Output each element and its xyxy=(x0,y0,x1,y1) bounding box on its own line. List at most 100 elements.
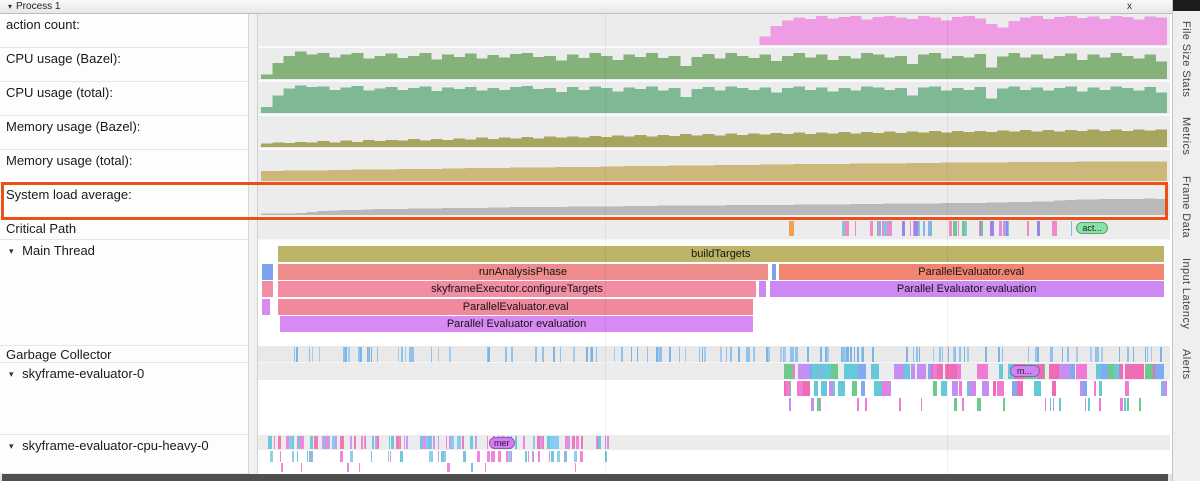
trace-event[interactable] xyxy=(630,347,633,362)
trace-event[interactable] xyxy=(979,221,982,236)
trace-event[interactable] xyxy=(1004,221,1006,236)
trace-event[interactable] xyxy=(563,451,566,462)
trace-event[interactable] xyxy=(448,436,452,449)
trace-event[interactable] xyxy=(408,347,411,362)
trace-event[interactable] xyxy=(845,221,850,236)
trace-event[interactable] xyxy=(370,347,373,362)
trace-event[interactable] xyxy=(817,398,820,411)
trace-event[interactable] xyxy=(556,436,559,449)
trace-event[interactable] xyxy=(448,347,451,362)
trace-event[interactable] xyxy=(328,436,330,449)
trace-event[interactable] xyxy=(445,436,447,449)
trace-event[interactable] xyxy=(461,436,464,449)
trace-slice[interactable] xyxy=(261,299,270,315)
trace-event[interactable] xyxy=(658,347,660,362)
trace-event[interactable] xyxy=(1098,398,1102,411)
trace-event[interactable] xyxy=(318,347,321,362)
trace-event[interactable] xyxy=(932,347,935,362)
trace-event[interactable] xyxy=(871,347,874,362)
trace-event[interactable] xyxy=(523,436,526,449)
trace-event[interactable] xyxy=(1095,364,1106,379)
trace-event[interactable] xyxy=(1005,221,1008,236)
trace-event[interactable] xyxy=(427,436,431,449)
trace-event[interactable] xyxy=(490,451,494,462)
trace-event[interactable] xyxy=(537,436,540,449)
trace-event[interactable] xyxy=(844,347,846,362)
trace-event[interactable] xyxy=(1160,347,1162,362)
trace-slice[interactable]: runAnalysisPhase xyxy=(278,264,768,280)
trace-event[interactable] xyxy=(510,347,513,362)
trace-event[interactable] xyxy=(864,398,868,411)
trace-event[interactable] xyxy=(412,347,415,362)
trace-event[interactable] xyxy=(450,436,454,449)
trace-event[interactable] xyxy=(655,347,658,362)
trace-event[interactable] xyxy=(1076,364,1088,379)
critical-path-chip[interactable]: act... xyxy=(1076,222,1109,234)
trace-event[interactable] xyxy=(992,381,997,396)
trace-event[interactable] xyxy=(998,347,1000,362)
skyframe-evaluator-0-track[interactable]: m... xyxy=(258,363,1170,435)
trace-event[interactable] xyxy=(345,347,347,362)
trace-event[interactable] xyxy=(809,364,820,379)
trace-event[interactable] xyxy=(350,451,353,462)
trace-event[interactable] xyxy=(1152,364,1158,379)
trace-event[interactable] xyxy=(539,436,544,449)
trace-event[interactable] xyxy=(486,451,490,462)
trace-event[interactable] xyxy=(948,221,952,236)
trace-event[interactable] xyxy=(444,451,446,462)
trace-event[interactable] xyxy=(916,347,919,362)
trace-event[interactable] xyxy=(1162,381,1168,396)
trace-event[interactable] xyxy=(857,364,867,379)
trace-event[interactable] xyxy=(306,451,308,462)
trace-slice[interactable] xyxy=(261,281,274,297)
collapse-arrow-icon[interactable]: ▾ xyxy=(9,369,14,379)
process-header[interactable]: ▾ Process 1 x xyxy=(0,0,1172,14)
trace-event[interactable] xyxy=(961,398,965,411)
trace-event[interactable] xyxy=(325,436,329,449)
trace-event[interactable] xyxy=(429,451,433,462)
trace-event[interactable] xyxy=(1050,347,1053,362)
trace-event[interactable] xyxy=(432,436,436,449)
trace-event[interactable] xyxy=(477,451,480,462)
trace-event[interactable] xyxy=(360,347,362,362)
trace-event[interactable] xyxy=(753,347,755,362)
cpu-heavy-chip[interactable]: mer xyxy=(488,437,515,449)
trace-event[interactable] xyxy=(1096,347,1099,362)
trace-event[interactable] xyxy=(309,451,311,462)
trace-event[interactable] xyxy=(425,436,426,449)
trace-event[interactable] xyxy=(606,436,609,449)
tab-file-size-stats[interactable]: File Size Stats xyxy=(1180,21,1192,98)
trace-event[interactable] xyxy=(1082,381,1088,396)
trace-event[interactable] xyxy=(438,451,440,462)
trace-event[interactable] xyxy=(659,347,662,362)
trace-event[interactable] xyxy=(605,451,608,462)
trace-event[interactable] xyxy=(1037,221,1040,236)
trace-event[interactable] xyxy=(745,347,748,362)
trace-event[interactable] xyxy=(870,221,873,236)
trace-event[interactable] xyxy=(828,381,833,396)
trace-event[interactable] xyxy=(999,221,1003,236)
trace-event[interactable] xyxy=(636,347,639,362)
trace-event[interactable] xyxy=(1076,347,1078,362)
trace-event[interactable] xyxy=(1007,221,1010,236)
trace-event[interactable] xyxy=(1054,221,1058,236)
trace-event[interactable] xyxy=(824,347,828,362)
trace-event[interactable] xyxy=(852,381,858,396)
trace-event[interactable] xyxy=(308,347,311,362)
trace-event[interactable] xyxy=(821,364,832,379)
trace-event[interactable] xyxy=(425,436,428,449)
trace-event[interactable] xyxy=(953,364,962,379)
trace-event[interactable] xyxy=(1151,347,1153,362)
trace-event[interactable] xyxy=(1052,398,1055,411)
tab-frame-data[interactable]: Frame Data xyxy=(1180,175,1192,238)
trace-event[interactable] xyxy=(1145,364,1154,379)
trace-event[interactable] xyxy=(370,451,373,462)
trace-event[interactable] xyxy=(294,347,296,362)
trace-event[interactable] xyxy=(1126,398,1129,411)
trace-event[interactable] xyxy=(389,436,391,449)
trace-event[interactable] xyxy=(720,347,722,362)
trace-slice[interactable]: ParallelEvaluator.eval xyxy=(778,264,1164,280)
trace-event[interactable] xyxy=(575,436,579,449)
trace-event[interactable] xyxy=(1017,381,1024,396)
trace-event[interactable] xyxy=(595,436,598,449)
